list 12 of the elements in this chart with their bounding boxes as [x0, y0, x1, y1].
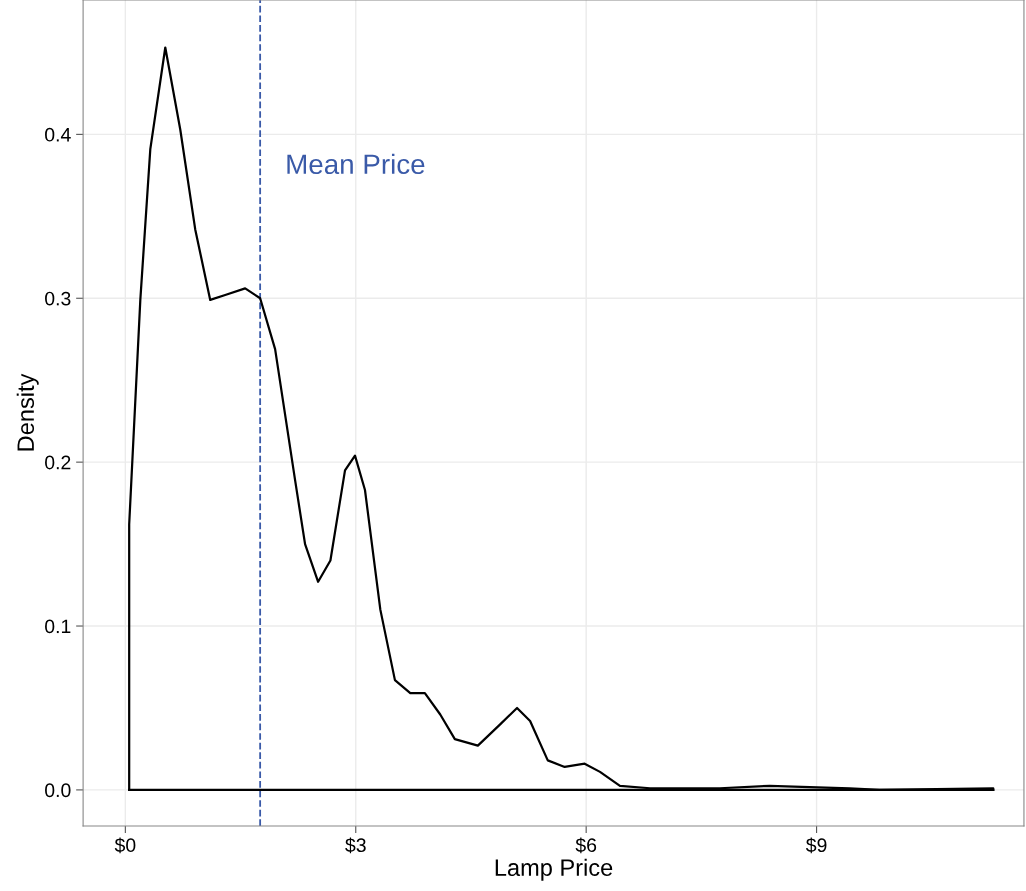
ref-line-label: Mean Price [287, 153, 425, 175]
x-axis-title: Lamp Price [495, 858, 613, 881]
y-tick-label: 0.2 [45, 455, 71, 470]
y-tick-label: 0.0 [45, 783, 71, 798]
y-tick-label: 0.3 [45, 291, 71, 306]
y-tick-label: 0.1 [45, 619, 71, 634]
y-tick-label: 0.4 [45, 127, 71, 142]
x-tick-label: $0 [114, 837, 136, 854]
x-tick-label: $6 [575, 837, 597, 854]
y-axis-title: Density [16, 373, 39, 451]
x-tick-label: $9 [805, 837, 827, 854]
x-tick-label: $3 [345, 837, 366, 854]
